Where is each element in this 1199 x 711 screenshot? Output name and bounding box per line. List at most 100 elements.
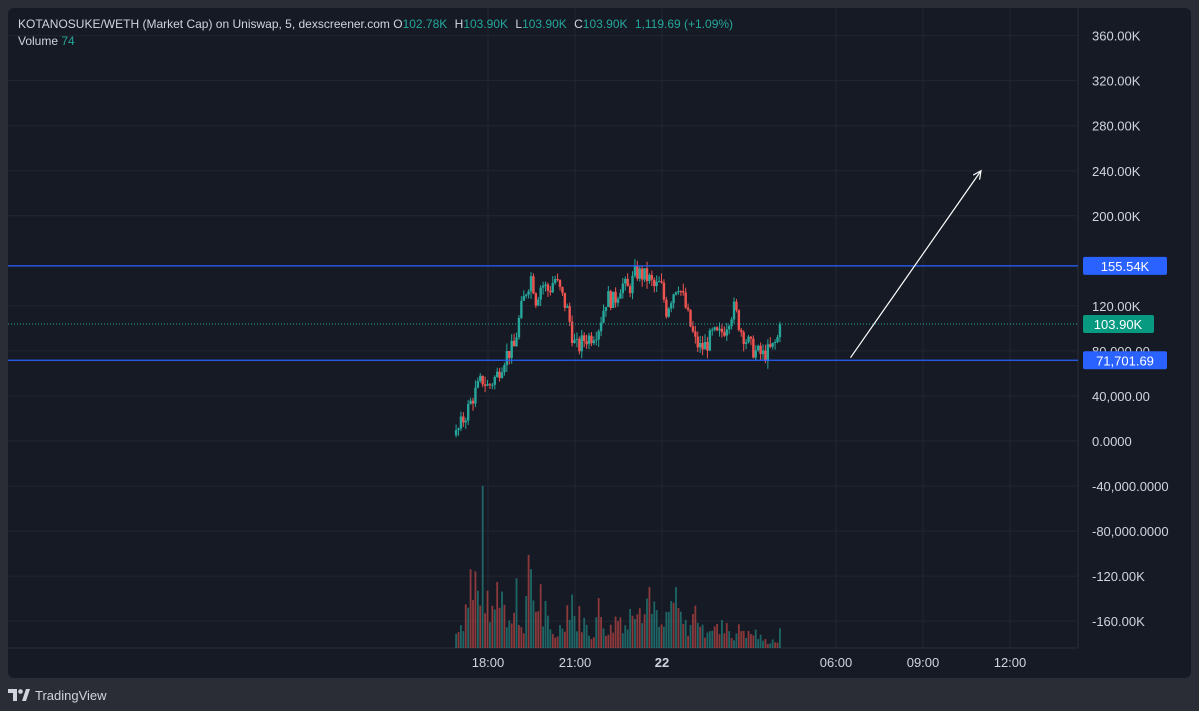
candle-body bbox=[573, 339, 576, 344]
volume-bar bbox=[479, 605, 482, 648]
arrow-annotation bbox=[850, 170, 982, 359]
volume-bar bbox=[648, 586, 651, 648]
candle-body bbox=[628, 286, 632, 294]
volume-bar bbox=[549, 629, 552, 648]
volume-bar bbox=[472, 600, 474, 648]
candle-body bbox=[662, 282, 666, 300]
candle-body bbox=[655, 281, 658, 287]
candle-body bbox=[611, 291, 615, 308]
y-tick-label: 280.00K bbox=[1092, 119, 1141, 134]
volume-bar bbox=[764, 638, 767, 648]
legend-row-volume: Volume 74 bbox=[18, 33, 737, 50]
volume-bar bbox=[455, 633, 457, 648]
last-price-badge bbox=[1083, 315, 1154, 334]
volume-bar bbox=[576, 631, 578, 648]
volume-bar bbox=[547, 615, 549, 648]
candle-body bbox=[517, 317, 521, 338]
candle-body bbox=[524, 294, 528, 296]
candle-body bbox=[650, 274, 654, 280]
candle-body bbox=[773, 341, 777, 343]
volume-bar bbox=[573, 616, 576, 648]
candle-body bbox=[624, 278, 627, 284]
volume-bar bbox=[704, 637, 706, 648]
volume-bar bbox=[539, 584, 542, 648]
candle-body bbox=[749, 336, 753, 339]
volume-bar bbox=[687, 635, 689, 648]
volume-bar bbox=[670, 601, 673, 648]
volume-bar bbox=[544, 600, 547, 648]
volume-bar bbox=[636, 614, 639, 648]
volume-bar bbox=[769, 643, 772, 648]
tradingview-logo-icon[interactable] bbox=[8, 689, 30, 701]
candle-body bbox=[718, 328, 721, 331]
volume-bar bbox=[585, 624, 588, 648]
y-tick-label: -120.00K bbox=[1092, 569, 1145, 584]
candle-body bbox=[491, 384, 494, 386]
candle-body bbox=[665, 299, 668, 317]
volume-bar bbox=[469, 569, 472, 648]
volume-bar bbox=[489, 622, 491, 648]
price-badge-label: 71,701.69 bbox=[1096, 353, 1154, 368]
legend-change: 1,119.69 (+1.09%) bbox=[634, 17, 734, 31]
candle-body bbox=[730, 319, 733, 327]
candle-body bbox=[498, 371, 501, 378]
volume-bar bbox=[728, 631, 731, 648]
candle-body bbox=[742, 332, 745, 344]
y-tick-label: 200.00K bbox=[1092, 209, 1141, 224]
volume-bar bbox=[518, 625, 520, 648]
volume-bar bbox=[626, 629, 629, 648]
candle-body bbox=[747, 336, 750, 343]
volume-bar bbox=[614, 616, 617, 648]
volume-bar bbox=[692, 614, 694, 648]
chart-canvas[interactable]: 360.00K 320.00K 280.00K 240.00K 200.00K 120.0… bbox=[8, 8, 1191, 678]
candle-body bbox=[529, 276, 533, 292]
volume-bar bbox=[542, 626, 544, 648]
volume-bar bbox=[653, 601, 656, 648]
volume-bar bbox=[513, 612, 515, 648]
volume-bar bbox=[522, 633, 525, 648]
volume-bar bbox=[486, 590, 489, 648]
legend-low-label: L bbox=[515, 17, 523, 31]
chart-frame[interactable]: 360.00K 320.00K 280.00K 240.00K 200.00K 120.0… bbox=[8, 8, 1191, 678]
candle-body bbox=[515, 337, 518, 347]
volume-bar bbox=[660, 624, 663, 648]
candle-body bbox=[500, 372, 504, 378]
volume-bar bbox=[559, 625, 561, 648]
volume-bar bbox=[532, 600, 535, 648]
candle-body bbox=[512, 340, 516, 347]
volume-bar bbox=[530, 569, 532, 648]
volume-bar bbox=[696, 622, 699, 648]
tradingview-brand[interactable]: TradingView bbox=[35, 687, 107, 703]
volume-bar bbox=[501, 591, 503, 648]
volume-bar bbox=[735, 633, 738, 648]
volume-bar bbox=[612, 632, 615, 648]
candle-body bbox=[619, 293, 622, 299]
candle-body bbox=[754, 350, 757, 358]
volume-bar bbox=[737, 624, 740, 648]
x-tick-label: 22 bbox=[655, 655, 669, 670]
legend-high-value: 103.90K bbox=[463, 17, 509, 31]
candle-body bbox=[597, 331, 600, 340]
volume-bar bbox=[624, 625, 627, 648]
candle-body bbox=[669, 303, 673, 309]
candle-body bbox=[459, 416, 463, 429]
legend-open-label: O bbox=[393, 17, 403, 31]
candle-body bbox=[537, 299, 540, 306]
price-badge-label: 155.54K bbox=[1101, 259, 1150, 274]
legend-volume-label: Volume bbox=[18, 34, 59, 48]
candle-body bbox=[556, 279, 559, 281]
volume-bar bbox=[634, 619, 636, 648]
candle-body bbox=[469, 400, 472, 404]
candle-body bbox=[587, 335, 591, 345]
legend-row-price: KOTANOSUKE/WETH (Market Cap) on Uniswap,… bbox=[18, 16, 737, 33]
y-tick-label: -160.00K bbox=[1092, 614, 1145, 629]
volume-bar bbox=[563, 631, 566, 648]
volume-bar bbox=[762, 640, 764, 648]
volume-bar bbox=[774, 642, 776, 648]
candle-body bbox=[633, 266, 637, 276]
footer: TradingView bbox=[8, 684, 107, 706]
volume-bar bbox=[508, 620, 511, 648]
candle-body bbox=[626, 278, 629, 287]
candle-body bbox=[503, 365, 506, 373]
candle-body bbox=[698, 343, 702, 348]
